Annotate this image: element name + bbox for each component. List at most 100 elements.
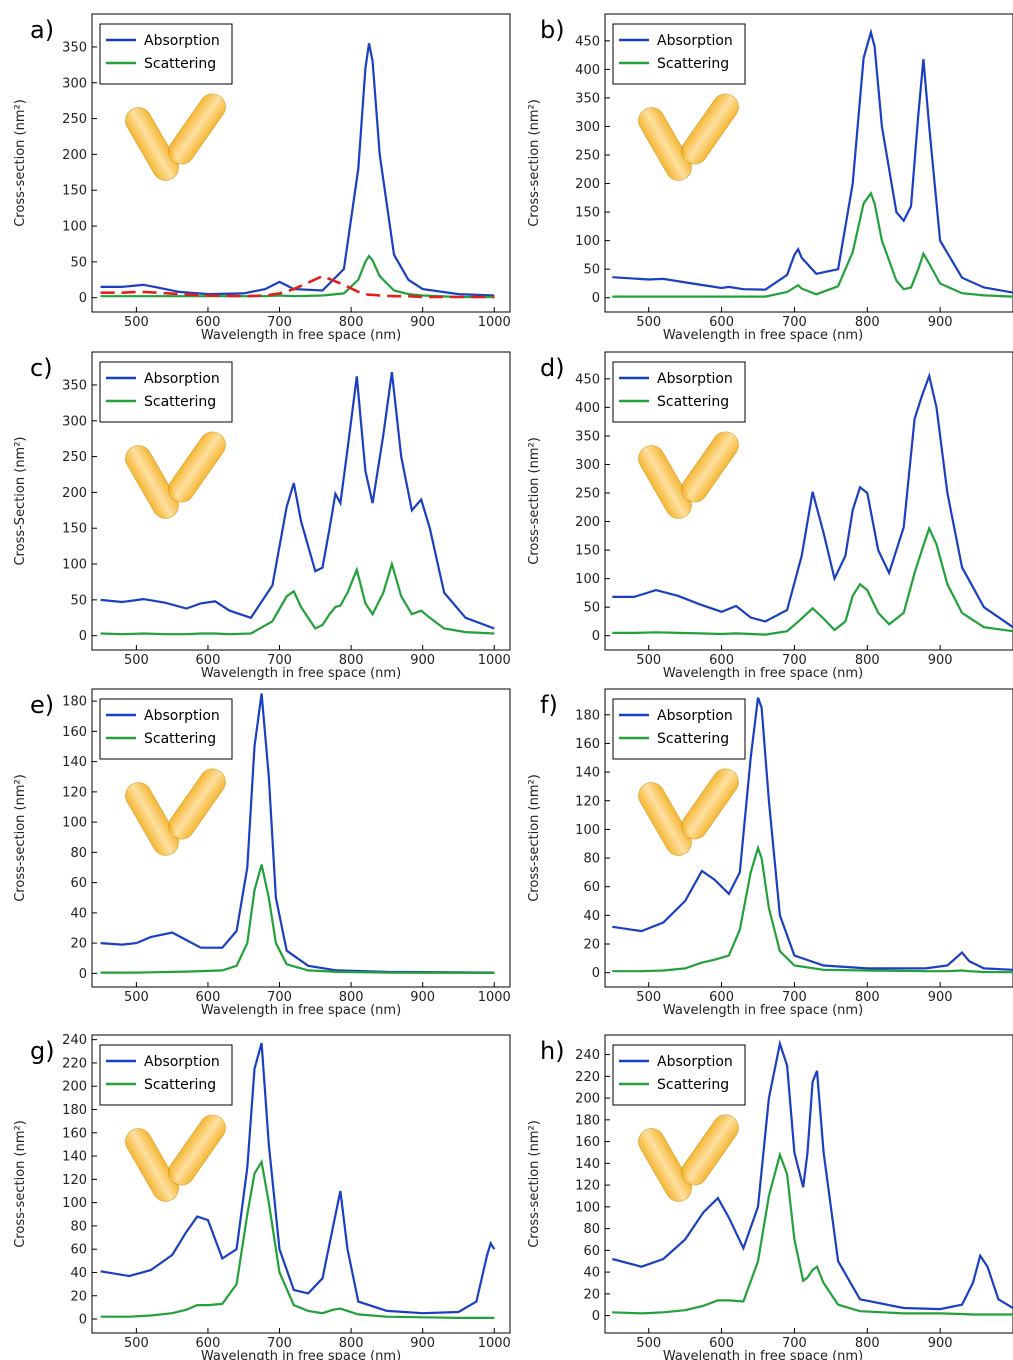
panel: d) 0 50 100 150 200 250 300 350 400 450 500 600 700 80… <box>527 351 1013 681</box>
y-tick-label: 140 <box>62 1150 87 1165</box>
x-tick-label: 600 <box>709 653 734 668</box>
y-tick-label: 60 <box>583 1244 600 1259</box>
x-axis-label: Wavelength in free space (nm) <box>201 666 401 681</box>
plot-frame <box>91 13 511 313</box>
y-tick-label: 150 <box>62 522 87 537</box>
legend-label: Scattering <box>144 1077 216 1093</box>
y-tick-label: 220 <box>62 1056 87 1071</box>
y-tick-label: 200 <box>575 1092 600 1107</box>
series-line <box>100 560 495 636</box>
rod-illustration <box>681 1114 739 1186</box>
y-tick-label: 0 <box>592 966 600 981</box>
panel-label: c) <box>30 354 53 382</box>
y-tick-label: 350 <box>575 91 600 106</box>
legend-label: Absorption <box>657 1054 733 1070</box>
y-tick-label: 450 <box>575 372 600 387</box>
legend-box <box>99 698 233 760</box>
x-tick-label: 600 <box>709 1336 734 1351</box>
x-tick-label: 800 <box>339 315 364 330</box>
x-tick-label: 500 <box>124 653 149 668</box>
x-tick-label: 700 <box>267 653 292 668</box>
y-tick-label: 220 <box>575 1070 600 1085</box>
x-tick-label: 900 <box>928 990 953 1005</box>
legend-box <box>612 1044 746 1106</box>
y-tick-label: 100 <box>575 234 600 249</box>
x-tick-label: 500 <box>636 653 661 668</box>
panel: g) 0 20 40 60 80 100 120 140 160 180 200 220 240 500 60… <box>13 1033 511 1360</box>
x-tick-label: 900 <box>928 653 953 668</box>
x-tick-label: 900 <box>410 315 435 330</box>
y-tick-label: 100 <box>575 572 600 587</box>
y-tick-label: 140 <box>62 755 87 770</box>
y-tick-label: 60 <box>70 876 87 891</box>
y-tick-label: 150 <box>575 544 600 559</box>
series-line <box>612 372 1013 629</box>
plot-frame <box>91 1034 511 1334</box>
legend-label: Absorption <box>144 371 220 387</box>
series-line <box>100 274 495 299</box>
y-axis-label: Cross-section (nm²) <box>527 1120 542 1248</box>
x-tick-label: 800 <box>855 990 880 1005</box>
rod-illustration <box>168 768 226 840</box>
y-tick-label: 450 <box>575 34 600 49</box>
legend-label: Scattering <box>144 394 216 410</box>
y-tick-label: 300 <box>575 120 600 135</box>
y-tick-label: 60 <box>70 1243 87 1258</box>
x-axis-label: Wavelength in free space (nm) <box>201 1003 401 1018</box>
series-line <box>100 1042 496 1315</box>
y-tick-label: 120 <box>62 1173 87 1188</box>
series-line <box>612 28 1013 294</box>
legend-box <box>99 23 233 85</box>
y-tick-label: 140 <box>575 766 600 781</box>
x-axis-label: Wavelength in free space (nm) <box>663 328 863 343</box>
legend-box <box>612 23 746 85</box>
legend-label: Scattering <box>144 56 216 72</box>
x-tick-label: 800 <box>339 990 364 1005</box>
series-line <box>612 697 1013 971</box>
x-tick-label: 500 <box>124 315 149 330</box>
y-tick-label: 150 <box>575 206 600 221</box>
y-tick-label: 40 <box>583 909 600 924</box>
y-tick-label: 200 <box>575 177 600 192</box>
rod-illustration <box>638 1128 692 1202</box>
plot-frame <box>604 351 1013 651</box>
y-tick-label: 0 <box>79 1313 87 1328</box>
legend-label: Absorption <box>657 708 733 724</box>
x-tick-label: 600 <box>196 315 221 330</box>
y-tick-label: 40 <box>583 1266 600 1281</box>
y-tick-label: 50 <box>70 255 87 270</box>
y-tick-label: 50 <box>583 263 600 278</box>
y-tick-label: 100 <box>62 558 87 573</box>
y-tick-label: 300 <box>62 414 87 429</box>
x-tick-label: 700 <box>782 1336 807 1351</box>
y-tick-label: 160 <box>62 725 87 740</box>
legend-box <box>99 361 233 423</box>
x-tick-label: 800 <box>339 653 364 668</box>
panel-label: e) <box>30 691 54 719</box>
series-line <box>100 371 495 630</box>
panel: c) 0 50 100 150 200 250 300 350 500 600 700 800 900 10… <box>13 351 511 681</box>
y-tick-label: 200 <box>575 515 600 530</box>
x-tick-label: 700 <box>782 990 807 1005</box>
x-tick-label: 1000 <box>478 990 511 1005</box>
y-tick-label: 20 <box>70 937 87 952</box>
series-line <box>100 693 495 974</box>
x-tick-label: 900 <box>928 315 953 330</box>
y-tick-label: 0 <box>79 291 87 306</box>
y-tick-label: 140 <box>575 1157 600 1172</box>
y-tick-label: 180 <box>62 695 87 710</box>
x-tick-label: 900 <box>928 1336 953 1351</box>
y-tick-label: 200 <box>62 1080 87 1095</box>
x-tick-label: 600 <box>196 1336 221 1351</box>
y-tick-label: 0 <box>592 1309 600 1324</box>
y-tick-label: 20 <box>583 1287 600 1302</box>
legend-label: Absorption <box>657 33 733 49</box>
y-tick-label: 20 <box>70 1289 87 1304</box>
legend-label: Scattering <box>657 394 729 410</box>
x-tick-label: 1000 <box>478 653 511 668</box>
y-tick-label: 240 <box>575 1048 600 1063</box>
series-line <box>100 1158 495 1319</box>
y-axis-label: Cross-section (nm²) <box>527 99 542 227</box>
